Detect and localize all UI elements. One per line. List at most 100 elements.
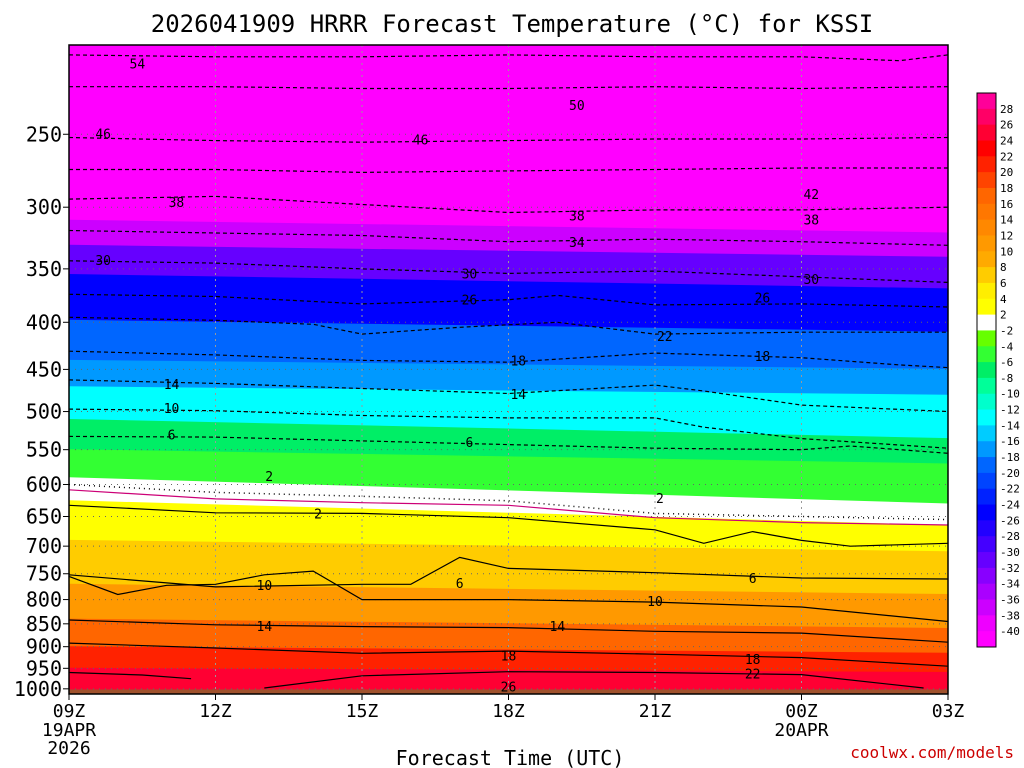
x-tick-label: 21Z <box>639 701 672 722</box>
colorbar-label: 16 <box>1000 198 1013 211</box>
colorbar-swatch <box>977 504 996 521</box>
contour-label: 46 <box>95 127 111 142</box>
colorbar-swatch <box>977 235 996 252</box>
contour-label: 6 <box>466 436 474 451</box>
x-axis-label: Forecast Time (UTC) <box>396 746 625 768</box>
colorbar-label: -6 <box>1000 356 1013 369</box>
contour-line <box>68 54 949 62</box>
colorbar-swatch <box>977 314 996 331</box>
y-tick-label: 850 <box>26 612 62 636</box>
x-tick-sublabel: 19APR <box>42 720 96 741</box>
contour-line <box>68 408 949 449</box>
colorbar-label: -10 <box>1000 388 1020 401</box>
contour-label: 10 <box>647 595 663 610</box>
contour-label: 50 <box>569 99 585 114</box>
colorbar-swatch <box>977 203 996 221</box>
colorbar-label: -20 <box>1000 467 1020 480</box>
colorbar-label: 12 <box>1000 229 1013 242</box>
contour-line <box>68 556 949 588</box>
colorbar-label: 6 <box>1000 277 1007 290</box>
contour-label: 30 <box>95 254 111 269</box>
colorbar-swatch <box>977 282 996 300</box>
colorbar-swatch <box>977 567 996 585</box>
contour-line <box>264 671 924 689</box>
colorbar-swatch <box>977 156 996 173</box>
colorbar-swatch <box>977 441 996 458</box>
colorbar-swatch <box>977 298 996 316</box>
contour-line <box>68 293 949 308</box>
contour-label: 18 <box>510 354 526 369</box>
contour-label: 6 <box>456 577 464 592</box>
colorbar-label: 22 <box>1000 150 1013 163</box>
colorbar-swatch <box>977 93 996 110</box>
watermark: coolwx.com/models <box>850 743 1014 762</box>
colorbar-swatch <box>977 140 996 157</box>
colorbar-swatch <box>977 631 996 648</box>
colorbar-label: 8 <box>1000 261 1007 274</box>
colorbar-swatch <box>977 409 996 426</box>
y-tick-label: 1000 <box>14 677 62 701</box>
contour-label: 14 <box>510 388 526 403</box>
x-tick-label: 15Z <box>346 701 379 722</box>
colorbar-swatch <box>977 267 996 284</box>
y-tick-label: 550 <box>26 438 62 462</box>
colorbar-swatch <box>977 488 996 506</box>
x-tick-label: 00Z <box>785 701 818 722</box>
contour-line <box>68 316 948 335</box>
colorbar-swatch <box>977 219 996 236</box>
colorbar-swatch <box>977 520 996 537</box>
y-tick-label: 500 <box>26 400 62 424</box>
colorbar-swatch <box>977 393 996 411</box>
contour-label: 2 <box>265 470 273 485</box>
contour-label: 26 <box>462 294 478 309</box>
contour-label: 18 <box>501 649 517 664</box>
y-axis: 2503003504004505005506006507007508008509… <box>14 122 69 701</box>
colorbar-label: -40 <box>1000 625 1020 638</box>
colorbar-label: -14 <box>1000 419 1020 432</box>
contour-label: 14 <box>550 620 566 635</box>
colorbar-label: -18 <box>1000 451 1020 464</box>
contour-label: 30 <box>462 268 478 283</box>
contour-label: 54 <box>130 58 146 73</box>
contour-label: 18 <box>745 653 761 668</box>
temp-layer <box>68 44 949 234</box>
colorbar-swatch <box>977 552 996 569</box>
colorbar-swatch <box>977 536 996 553</box>
contour-line <box>68 504 949 547</box>
x-tick-sublabel: 2026 <box>47 738 90 759</box>
contour-label: 2 <box>656 492 664 507</box>
colorbar-label: -34 <box>1000 578 1020 591</box>
contour-label: 26 <box>501 681 517 696</box>
y-tick-label: 400 <box>26 310 62 334</box>
colorbar-swatch <box>977 457 996 474</box>
colorbar-label: -32 <box>1000 562 1020 575</box>
colorbar-swatch <box>977 377 996 395</box>
colorbar-label: 24 <box>1000 134 1014 147</box>
contour-label: 30 <box>803 273 819 288</box>
colorbar-swatch <box>977 124 996 141</box>
contour-label: 6 <box>749 572 757 587</box>
contour-line <box>68 619 949 643</box>
colorbar-label: 10 <box>1000 245 1013 258</box>
contour-line <box>68 435 949 454</box>
y-tick-label: 650 <box>26 505 62 529</box>
contour-line <box>68 570 949 623</box>
colorbar-label: -16 <box>1000 435 1020 448</box>
y-tick-label: 950 <box>26 656 62 680</box>
y-tick-label: 900 <box>26 635 62 659</box>
colorbar-label: 26 <box>1000 119 1013 132</box>
contour-line <box>68 642 949 667</box>
contour-label: 14 <box>164 378 180 393</box>
contour-label: 18 <box>755 350 771 365</box>
contour-label: 46 <box>413 134 429 149</box>
colorbar-label: -30 <box>1000 546 1020 559</box>
x-tick-sublabel: 20APR <box>774 720 828 741</box>
contour-label: 2 <box>314 508 322 523</box>
y-tick-label: 350 <box>26 257 62 281</box>
contour-line <box>68 671 192 680</box>
colorbar-swatch <box>977 472 996 490</box>
y-tick-label: 300 <box>26 195 62 219</box>
contour-lines <box>68 54 949 689</box>
colorbar-label: 2 <box>1000 309 1007 322</box>
